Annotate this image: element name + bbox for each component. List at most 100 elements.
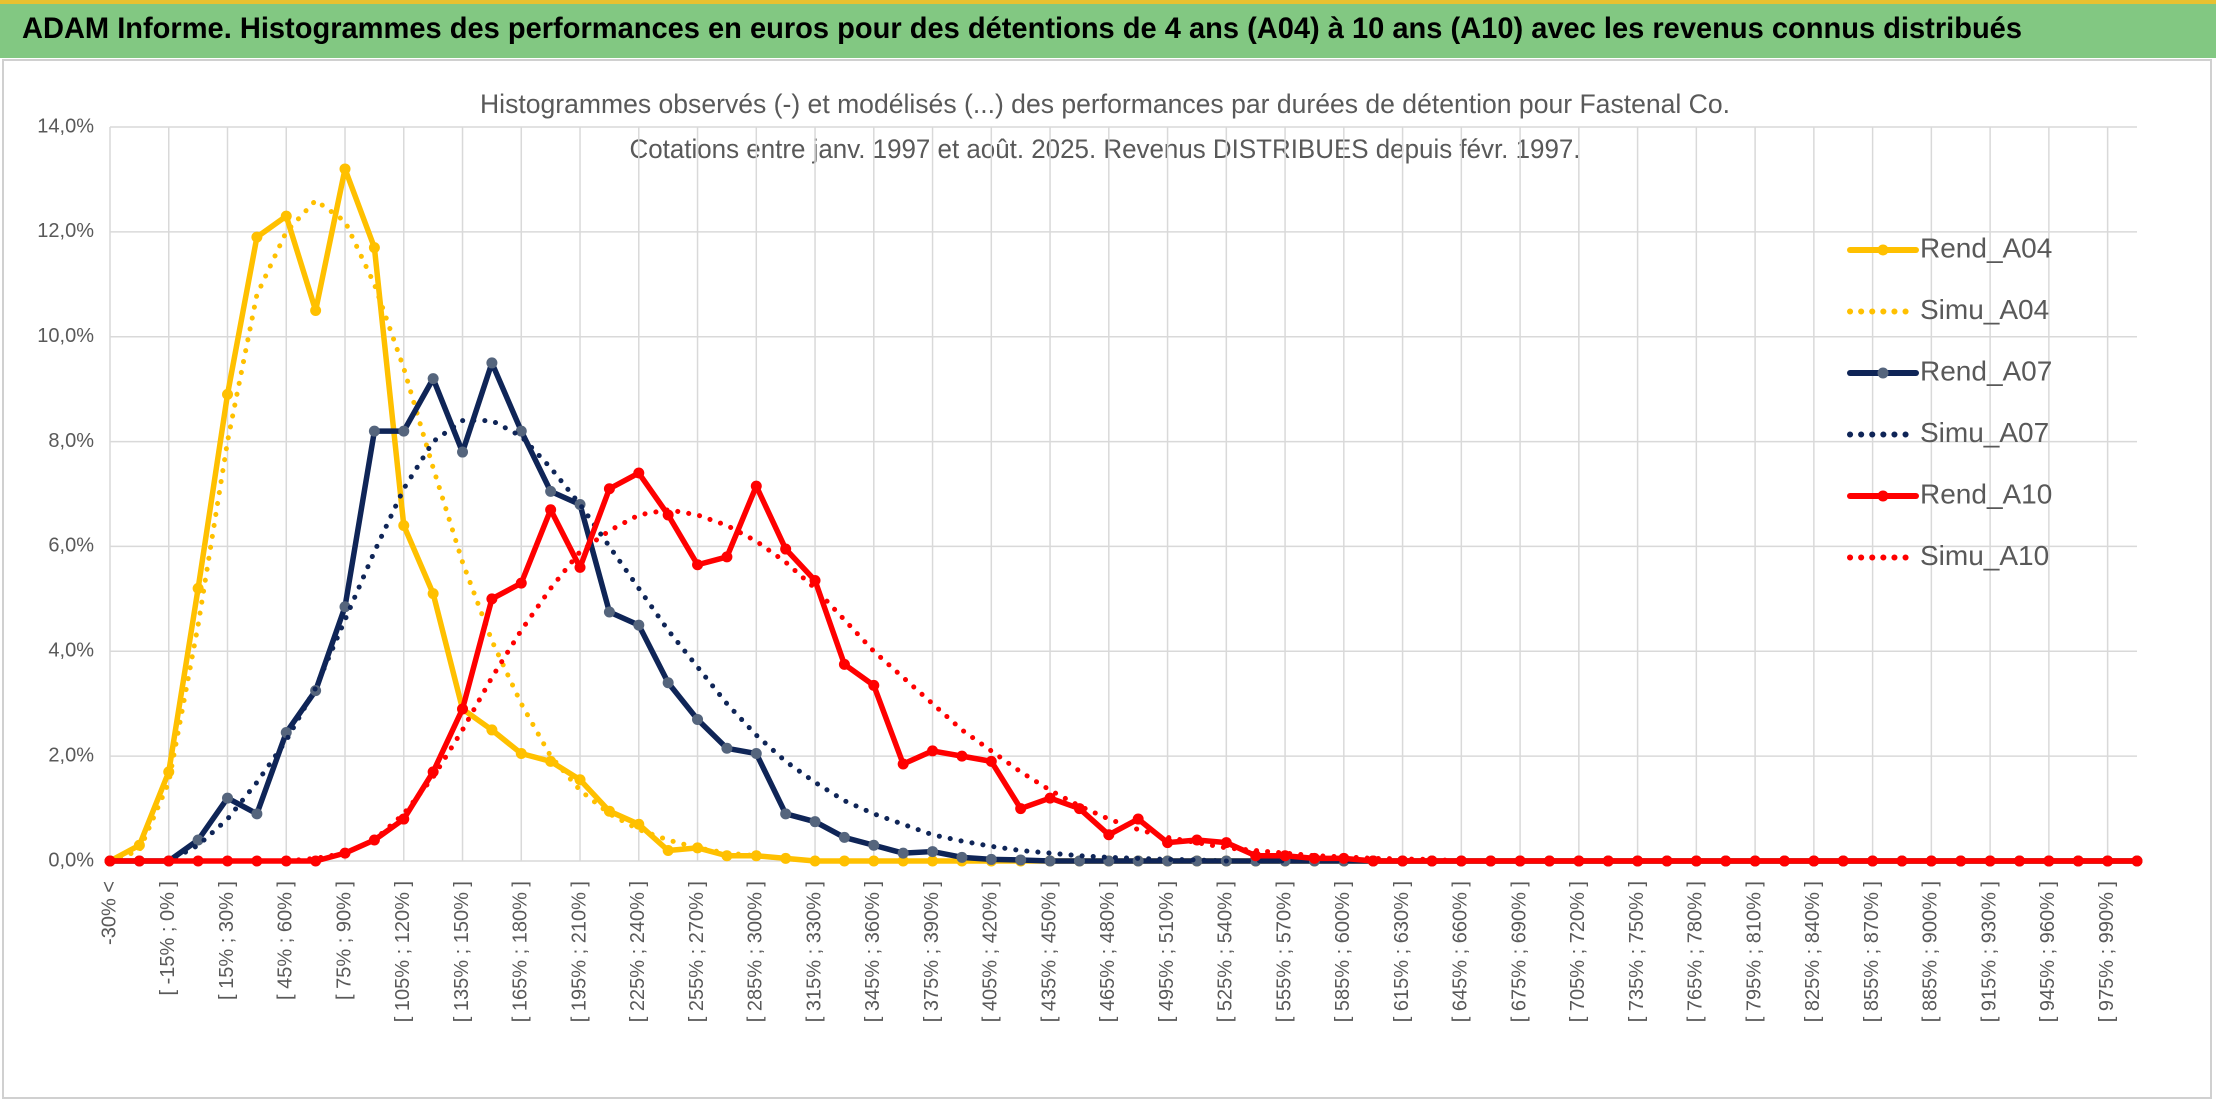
page-title: ADAM Informe. Histogrammes des performan… [22,12,2022,45]
x-tick-label: [ 585% ; 600% ] [1332,881,1354,1022]
data-point [721,742,733,754]
x-tick-label: [ 105% ; 120% ] [392,881,414,1022]
data-point [427,766,439,778]
x-tick-label: [ 45% ; 60% ] [275,881,297,1000]
data-point [1044,792,1056,804]
data-point [603,606,615,618]
data-point [897,758,909,770]
data-point [1543,855,1555,867]
data-point [574,561,586,573]
x-tick-label: [ 735% ; 750% ] [1626,881,1648,1022]
data-point [545,504,557,516]
data-point [339,163,351,175]
legend-marker [1877,490,1889,502]
data-point [457,446,469,458]
y-tick-label: 2,0% [48,744,94,766]
data-point [2013,855,2025,867]
data-point [1015,803,1027,815]
data-point [1690,855,1702,867]
data-point [1808,855,1820,867]
data-point [1778,855,1790,867]
data-point [2043,855,2055,867]
data-point [1015,854,1027,866]
legend-marker [1877,244,1889,256]
data-point [427,373,439,385]
x-tick-label: [ 255% ; 270% ] [686,881,708,1022]
x-tick-label: [ 135% ; 150% ] [451,881,473,1022]
x-tick-label: -30% < [98,881,120,945]
data-point [222,388,234,400]
x-tick-label: [ 525% ; 540% ] [1215,881,1237,1022]
data-point [1103,829,1115,841]
data-point [398,813,410,825]
y-tick-label: 8,0% [48,430,94,452]
data-point [222,855,234,867]
data-point [1132,813,1144,825]
x-tick-label: [ 915% ; 930% ] [1978,881,2000,1022]
data-point [633,619,645,631]
data-point [721,551,733,563]
data-point [897,847,909,859]
x-tick-label: [ 975% ; 990% ] [2096,881,2118,1022]
data-point [692,559,704,571]
data-point [750,480,762,492]
data-point [780,543,792,555]
data-point [927,846,939,858]
data-point [515,577,527,589]
x-tick-label: [ 795% ; 810% ] [1743,881,1765,1022]
legend-label: Rend_A10 [1920,478,2052,509]
data-point [985,853,997,865]
x-tick-label: [ 885% ; 900% ] [1920,881,1942,1022]
data-point [2131,855,2143,867]
chart-subtitle: Cotations entre janv. 1997 et août. 2025… [630,134,1581,164]
x-tick-label: [ 375% ; 390% ] [921,881,943,1022]
data-point [692,713,704,725]
y-tick-label: 0,0% [48,849,94,871]
data-point [457,703,469,715]
data-point [1162,837,1174,849]
data-point [339,601,351,613]
legend-marker [1877,367,1889,379]
data-point [927,855,939,867]
data-point [545,485,557,497]
data-point [163,766,175,778]
data-point [1044,855,1056,867]
x-tick-label: [ 195% ; 210% ] [568,881,590,1022]
data-point [133,855,145,867]
x-tick-label: [ 825% ; 840% ] [1802,881,1824,1022]
chart-title: Histogrammes observés (-) et modélisés (… [480,89,1730,119]
data-point [838,855,850,867]
x-tick-label: [ 945% ; 960% ] [2037,881,2059,1022]
data-point [780,808,792,820]
x-tick-label: [ 405% ; 420% ] [980,881,1002,1022]
data-point [574,774,586,786]
data-point [222,792,234,804]
data-point [633,467,645,479]
data-point [368,242,380,254]
x-tick-label: [ 75% ; 90% ] [333,881,355,1000]
legend-label: Simu_A10 [1920,540,2049,571]
data-point [368,425,380,437]
x-tick-label: [ 765% ; 780% ] [1685,881,1707,1022]
data-point [545,755,557,767]
data-point [251,808,263,820]
data-point [1455,855,1467,867]
data-point [1720,855,1732,867]
x-tick-label: [ 645% ; 660% ] [1450,881,1472,1022]
y-tick-label: 12,0% [37,220,94,242]
data-point [1955,855,1967,867]
header-accent [0,0,2216,4]
legend-label: Rend_A04 [1920,232,2052,263]
data-point [750,850,762,862]
data-point [1073,803,1085,815]
data-point [662,677,674,689]
data-point [633,818,645,830]
legend-label: Simu_A07 [1920,417,2049,448]
data-point [868,839,880,851]
x-tick-label: [ 15% ; 30% ] [216,881,238,1000]
data-point [486,724,498,736]
data-point [927,745,939,757]
y-tick-label: 4,0% [48,640,94,662]
x-tick-label: [ -15% ; 0% ] [157,881,179,996]
